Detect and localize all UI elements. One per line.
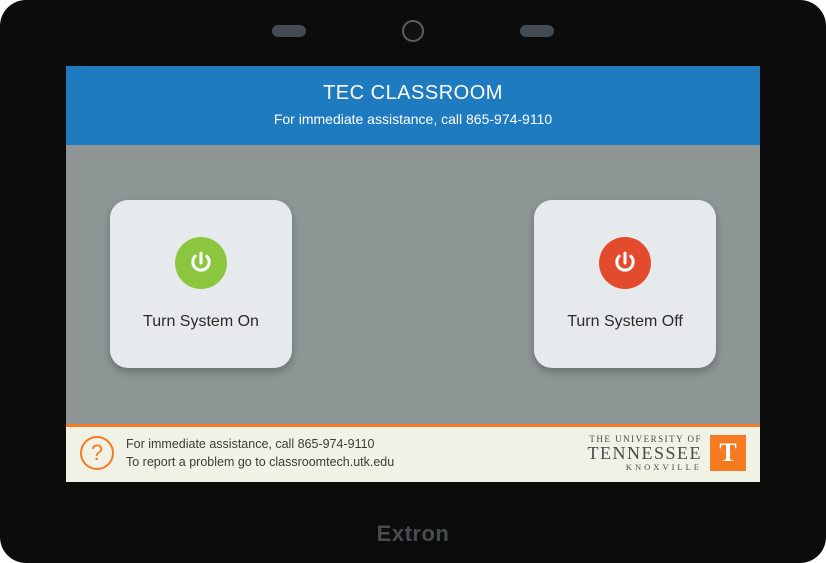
screen: TEC CLASSROOM For immediate assistance, …: [66, 66, 760, 482]
ut-logo: THE UNIVERSITY OF TENNESSEE KNOXVILLE T: [588, 435, 747, 472]
sensor-pill-left: [272, 25, 306, 37]
power-off-icon: [599, 237, 651, 289]
main-area: Turn System On Turn System Off: [66, 145, 760, 424]
ut-logo-text: THE UNIVERSITY OF TENNESSEE KNOXVILLE: [588, 435, 703, 472]
camera-icon: [402, 20, 424, 42]
turn-off-label: Turn System Off: [567, 313, 683, 331]
help-icon-glyph: ?: [91, 440, 103, 466]
ut-logo-line3: KNOXVILLE: [588, 463, 703, 472]
turn-system-on-button[interactable]: Turn System On: [110, 200, 292, 368]
page-header: TEC CLASSROOM For immediate assistance, …: [66, 66, 760, 145]
device-sensors: [0, 20, 826, 42]
footer-text: For immediate assistance, call 865-974-9…: [126, 435, 576, 471]
device-bezel: TEC CLASSROOM For immediate assistance, …: [0, 0, 826, 563]
ut-t-letter: T: [719, 438, 736, 468]
footer-line-2: To report a problem go to classroomtech.…: [126, 453, 576, 471]
footer-line-1: For immediate assistance, call 865-974-9…: [126, 435, 576, 453]
device-brand: Extron: [0, 521, 826, 547]
page-title: TEC CLASSROOM: [76, 82, 750, 105]
turn-system-off-button[interactable]: Turn System Off: [534, 200, 716, 368]
help-icon: ?: [80, 436, 114, 470]
ut-logo-line2: TENNESSEE: [588, 444, 703, 463]
ut-t-mark: T: [710, 435, 746, 471]
footer: ? For immediate assistance, call 865-974…: [66, 424, 760, 482]
turn-on-label: Turn System On: [143, 313, 259, 331]
power-on-icon: [175, 237, 227, 289]
page-subtitle: For immediate assistance, call 865-974-9…: [76, 111, 750, 127]
sensor-pill-right: [520, 25, 554, 37]
